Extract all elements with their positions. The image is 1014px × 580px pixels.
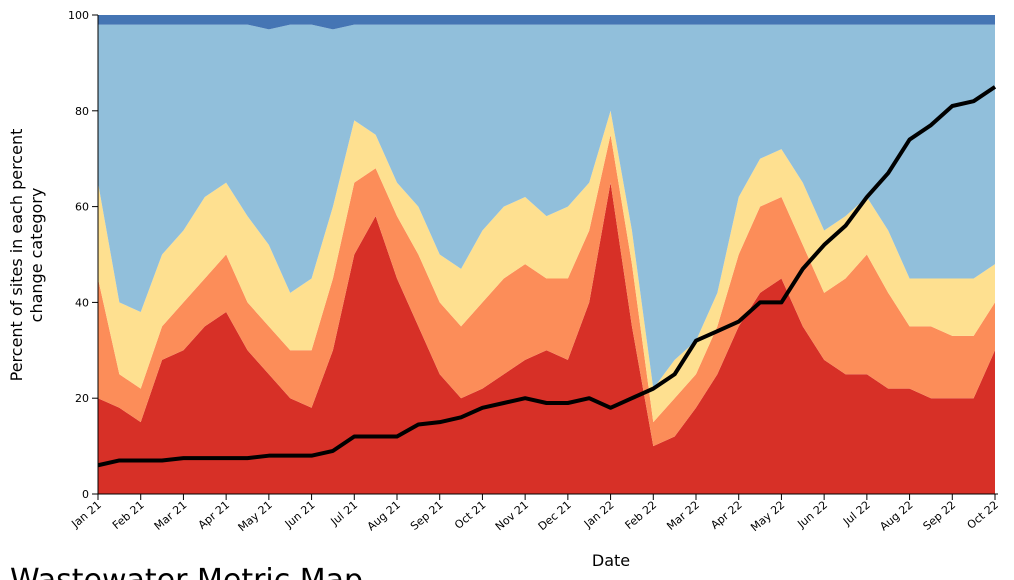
x-tick-label: Jul 21	[328, 498, 361, 528]
y-axis-label: Percent of sites in each percent	[7, 129, 26, 382]
x-tick-label: Jun 21	[282, 498, 318, 531]
x-tick-label: Mar 22	[664, 498, 702, 533]
y-tick-label: 0	[82, 488, 89, 501]
x-tick-label: Sep 21	[408, 498, 446, 533]
x-tick-label: Apr 22	[708, 498, 744, 531]
area	[98, 24, 995, 389]
x-tick-label: Feb 22	[623, 498, 660, 532]
x-tick-label: May 22	[748, 498, 787, 534]
x-tick-label: Sep 22	[921, 498, 959, 533]
x-tick-label: Jan 21	[68, 498, 104, 531]
x-tick-label: Aug 22	[877, 498, 915, 533]
y-tick-label: 60	[75, 201, 89, 214]
x-tick-label: Jul 22	[840, 498, 873, 528]
x-axis-label: Date	[592, 551, 630, 570]
y-axis-label: change category	[27, 188, 46, 323]
area	[98, 134, 995, 447]
x-tick-label: Oct 22	[965, 498, 1001, 531]
x-tick-label: Apr 21	[196, 498, 232, 531]
x-tick-label: May 21	[236, 498, 275, 534]
line	[97, 85, 997, 468]
x-tick-label: Jun 22	[794, 498, 830, 531]
x-tick-label: Nov 21	[493, 498, 531, 533]
x-tick-label: Oct 21	[452, 498, 488, 531]
area	[98, 182, 995, 494]
area	[98, 15, 995, 30]
y-tick-label: 40	[75, 296, 89, 309]
x-tick-label: Feb 21	[110, 498, 147, 532]
x-tick-label: Aug 21	[365, 498, 403, 533]
y-tick-label: 20	[75, 392, 89, 405]
x-tick-label: Jan 22	[581, 498, 617, 531]
x-tick-label: Dec 21	[536, 498, 574, 533]
page-title: Wastewater Metric Map	[10, 563, 363, 580]
x-tick-label: Mar 21	[152, 498, 190, 533]
y-tick-label: 80	[75, 105, 89, 118]
y-tick-label: 100	[68, 9, 89, 22]
area	[98, 110, 995, 423]
